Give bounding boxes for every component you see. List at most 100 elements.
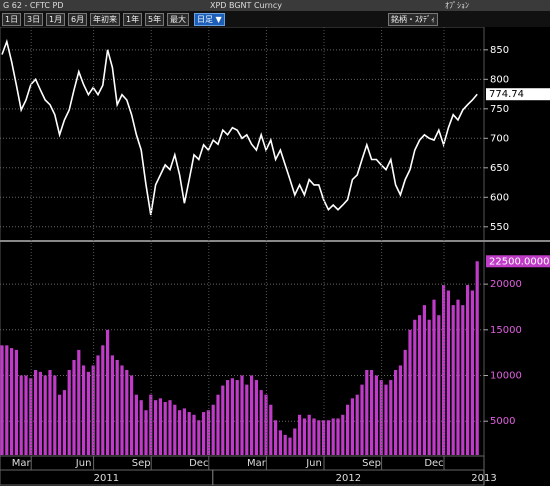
bar (163, 402, 167, 455)
bar (413, 319, 417, 455)
bar (355, 394, 359, 455)
y-tick-label: 700 (490, 133, 509, 144)
bar (389, 380, 393, 455)
bar (120, 365, 124, 455)
bar (422, 305, 426, 455)
bar (24, 375, 28, 455)
bar (101, 345, 105, 455)
bar (182, 408, 186, 455)
bar (245, 384, 249, 455)
bar (144, 410, 148, 455)
bar (197, 420, 201, 455)
bar (346, 404, 350, 455)
toolbar-button[interactable]: 最大 (167, 13, 189, 26)
bar (475, 261, 479, 455)
security-title: XPD BGNT Curncy (210, 1, 282, 10)
security-id: G 62 - CFTC PD (3, 1, 64, 10)
bar (158, 398, 162, 455)
bar (178, 410, 182, 455)
last-value-box (486, 255, 550, 268)
bar (10, 348, 14, 455)
bar (202, 412, 206, 455)
bar (96, 355, 100, 455)
bar (67, 370, 71, 455)
bar (365, 370, 369, 455)
bar (226, 380, 230, 455)
bar (72, 359, 76, 455)
x-group-label: 2011 (94, 473, 119, 484)
y-tick-label: 550 (490, 222, 509, 233)
toolbar-button[interactable]: 年初来 (90, 13, 120, 26)
y-tick-label: 5000 (490, 416, 515, 427)
options[interactable]: ｵﾌﾟｼｮﾝ (445, 1, 469, 10)
bar (115, 359, 119, 455)
bar (250, 375, 254, 455)
bar (360, 384, 364, 455)
bar (43, 375, 47, 455)
bar (19, 375, 23, 455)
toolbar-button[interactable]: 1月 (46, 13, 66, 26)
toolbar-button[interactable]: 5年 (145, 13, 165, 26)
toolbar-button[interactable]: 3日 (24, 13, 44, 26)
bar (288, 437, 292, 455)
bar (77, 349, 81, 455)
y-tick-label: 750 (490, 104, 509, 115)
bar (230, 378, 234, 455)
bar (298, 414, 302, 455)
bar (216, 394, 220, 455)
y-tick-label: 850 (490, 45, 509, 56)
bar (221, 385, 225, 455)
toolbar-button[interactable]: 1年 (123, 13, 143, 26)
bar (154, 400, 158, 455)
bar (370, 370, 374, 455)
bar (384, 384, 388, 455)
header: G 62 - CFTC PD XPD BGNT Curncy ｵﾌﾟｼｮﾝ (0, 0, 550, 11)
bar (192, 414, 196, 455)
bar (82, 365, 86, 455)
last-value-label: 774.74 (489, 89, 524, 100)
y-tick-label: 20000 (490, 279, 522, 290)
bar (336, 418, 340, 455)
bar (418, 315, 422, 455)
bar (317, 420, 321, 455)
bar (274, 420, 278, 455)
bar (235, 380, 239, 455)
bar (350, 398, 354, 455)
bar (302, 418, 306, 455)
bar (134, 394, 138, 455)
bar (437, 315, 441, 455)
chart: 550 600 650 700 750 800 850 774.74 5000 10000 1500… (0, 27, 550, 486)
toolbar-button[interactable]: 6月 (68, 13, 88, 26)
toolbar: 1日 3日 1月 6月 年初来 1年 5年 最大 日足 ▼ 銘柄・ｽﾀﾃﾞｨ (0, 11, 550, 27)
toolbar-button[interactable]: 1日 (2, 13, 22, 26)
bar (398, 365, 402, 455)
toolbar-button[interactable]: 銘柄・ｽﾀﾃﾞｨ (388, 13, 438, 26)
bar (29, 378, 33, 455)
bar (187, 412, 191, 455)
bar (403, 349, 407, 455)
y-tick-label: 800 (490, 74, 509, 85)
x-tick-label: Mar (247, 458, 267, 469)
bar (38, 371, 42, 455)
bar (326, 420, 330, 455)
y-tick-label: 650 (490, 163, 509, 174)
bar (173, 404, 177, 455)
bar (34, 370, 38, 455)
bar (5, 345, 9, 455)
bar (394, 370, 398, 455)
bar (408, 329, 412, 455)
bar (14, 349, 18, 455)
bar (283, 434, 287, 455)
bar (264, 394, 268, 455)
bar (91, 365, 95, 455)
x-tick-label: Jun (305, 458, 322, 469)
bar (48, 370, 52, 455)
bar (341, 414, 345, 455)
y-tick-label: 600 (490, 192, 509, 203)
bar (293, 428, 297, 455)
bar (58, 394, 62, 455)
bar (312, 418, 316, 455)
bar (0, 345, 4, 455)
toolbar-button[interactable]: 日足 ▼ (194, 13, 225, 26)
x-tick-label: Mar (12, 458, 32, 469)
